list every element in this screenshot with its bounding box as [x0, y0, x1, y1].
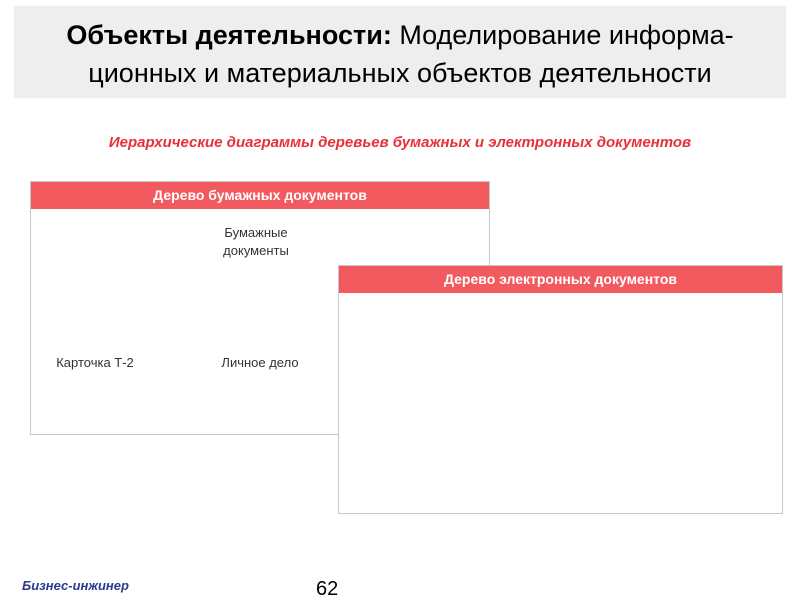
- slide-title: Объекты деятельности: Моделирование инфо…: [26, 16, 774, 92]
- paper-tree-root-node: Бумажные документы: [201, 224, 311, 260]
- footer-brand: Бизнес-инжинер: [22, 578, 129, 593]
- paper-tree-child-file: Личное дело: [221, 355, 299, 370]
- electronic-tree-header: Дерево электронных документов: [339, 266, 782, 293]
- slide-subtitle: Иерархические диаграммы деревьев бумажны…: [108, 134, 692, 151]
- slide-title-bold: Объекты деятельности:: [66, 20, 392, 50]
- slide-title-rest: Моделирование информа-ционных и материал…: [88, 20, 734, 88]
- paper-tree-child-card: Карточка Т-2: [56, 355, 134, 370]
- paper-root-line1: Бумажные: [224, 225, 288, 240]
- page-number: 62: [316, 578, 339, 600]
- paper-tree-header: Дерево бумажных документов: [31, 182, 489, 209]
- electronic-tree-panel: Дерево электронных документов: [338, 265, 783, 514]
- paper-root-line2: документы: [223, 243, 289, 258]
- slide-title-box: Объекты деятельности: Моделирование инфо…: [14, 6, 786, 98]
